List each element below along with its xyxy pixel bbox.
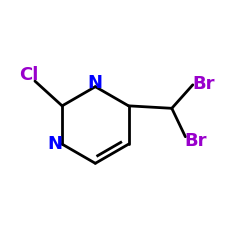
Text: Br: Br <box>193 74 215 92</box>
Text: N: N <box>48 135 63 153</box>
Text: Cl: Cl <box>19 66 38 84</box>
Text: N: N <box>88 74 103 92</box>
Text: Br: Br <box>184 132 206 150</box>
